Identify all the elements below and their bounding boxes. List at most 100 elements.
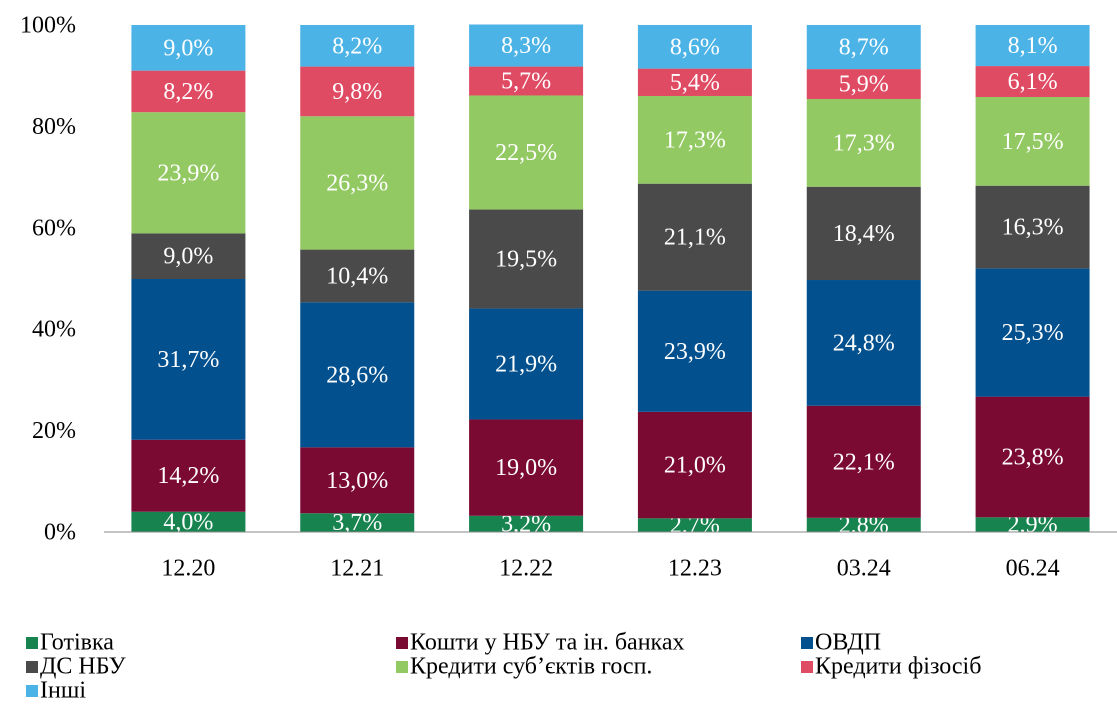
bar-segment (469, 66, 584, 96)
data-label: 23,8% (1002, 444, 1064, 470)
y-tick-label: 100% (20, 13, 76, 39)
bar-segment (637, 68, 752, 96)
bar-segment (975, 268, 1090, 397)
bar-segment (806, 405, 921, 518)
bar-segment (300, 116, 415, 250)
data-label: 8,2% (163, 79, 213, 105)
y-tick-label: 20% (32, 418, 76, 444)
bar-segment (637, 183, 752, 291)
x-tick-label: 06.24 (1006, 556, 1060, 582)
bar-segment (300, 302, 415, 448)
y-tick-label: 80% (32, 114, 76, 140)
bar-segment (806, 186, 921, 281)
bar-segment (806, 25, 921, 70)
legend-swatch (801, 637, 813, 649)
bar-segment (469, 209, 584, 309)
data-label: 23,9% (664, 339, 726, 365)
bar-segment (300, 25, 415, 67)
bar-segment (469, 95, 584, 210)
bar-segment (131, 439, 246, 512)
legend-label: Інші (40, 678, 86, 704)
bar-segment (131, 511, 246, 532)
x-tick-label: 03.24 (837, 556, 891, 582)
legend-label: Кредити суб’єктів госп. (410, 654, 652, 680)
bar-segment (131, 70, 246, 113)
bar-segment (975, 96, 1090, 186)
data-label: 24,8% (833, 330, 895, 356)
data-label: 22,5% (495, 140, 557, 166)
bar-segment (975, 66, 1090, 97)
data-label: 8,3% (501, 33, 551, 59)
legend-swatch (801, 661, 813, 673)
data-label: 9,0% (163, 244, 213, 270)
data-label: 21,0% (664, 453, 726, 479)
data-label: 28,6% (326, 362, 388, 388)
y-tick-label: 0% (44, 520, 76, 546)
legend-swatch (396, 637, 408, 649)
bar-segment (975, 396, 1090, 518)
data-label: 22,1% (833, 449, 895, 475)
y-tick-label: 60% (32, 215, 76, 241)
bar-segment (975, 185, 1090, 269)
legend-label: Кошти у НБУ та ін. банках (410, 630, 685, 656)
data-label: 5,4% (670, 70, 720, 96)
data-label: 8,6% (670, 34, 720, 60)
bar-segment (975, 517, 1090, 532)
bar-segment (469, 515, 584, 532)
data-label: 23,9% (157, 160, 219, 186)
bar-segment (806, 280, 921, 406)
data-label: 10,4% (326, 263, 388, 289)
legend-label: Кредити фізосіб (815, 654, 981, 680)
data-label: 4,0% (163, 509, 213, 535)
bar-segment (637, 518, 752, 532)
x-tick-label: 12.23 (668, 556, 722, 582)
legend-swatch (26, 685, 38, 697)
bar-segment (300, 66, 415, 117)
data-label: 6,1% (1008, 69, 1058, 95)
data-label: 25,3% (1002, 320, 1064, 346)
data-label: 17,5% (1002, 129, 1064, 155)
data-label: 21,9% (495, 351, 557, 377)
bar-segment (300, 447, 415, 514)
data-label: 17,3% (664, 127, 726, 153)
bar-segment (637, 25, 752, 69)
bar-segment (806, 99, 921, 187)
bar-segment (637, 95, 752, 184)
data-label: 13,0% (326, 468, 388, 494)
bar-segment (469, 24, 584, 67)
x-tick-label: 12.21 (330, 556, 384, 582)
bar-segment (300, 249, 415, 303)
data-label: 14,2% (157, 463, 219, 489)
bar-segment (806, 69, 921, 100)
data-label: 19,5% (495, 246, 557, 272)
legend-swatch (396, 661, 408, 673)
data-label: 8,1% (1008, 33, 1058, 59)
data-label: 31,7% (157, 347, 219, 373)
bar-segment (469, 419, 584, 516)
bar-segment (637, 290, 752, 412)
bar-segment (300, 513, 415, 532)
data-label: 8,2% (332, 33, 382, 59)
data-label: 21,1% (664, 225, 726, 251)
data-label: 5,9% (839, 72, 889, 98)
bar-segment (131, 279, 246, 440)
data-label: 16,3% (1002, 215, 1064, 241)
legend-label: ОВДП (815, 630, 881, 656)
data-label: 17,3% (833, 130, 895, 156)
x-tick-label: 12.20 (161, 556, 215, 582)
data-label: 9,0% (163, 35, 213, 61)
y-tick-label: 40% (32, 317, 76, 343)
data-label: 8,7% (839, 35, 889, 61)
bar-segment (131, 112, 246, 234)
legend-swatch (26, 637, 38, 649)
data-label: 18,4% (833, 221, 895, 247)
bar-segment (131, 233, 246, 280)
bar-segment (131, 25, 246, 71)
legend-label: ДС НБУ (40, 654, 126, 680)
data-label: 19,0% (495, 455, 557, 481)
bar-segment (975, 25, 1090, 67)
bar-segment (806, 517, 921, 532)
bar-segment (637, 411, 752, 519)
data-label: 9,8% (332, 79, 382, 105)
